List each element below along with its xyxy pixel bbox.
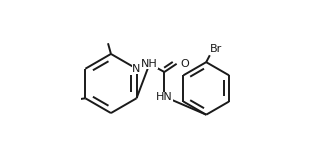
Text: N: N: [132, 64, 141, 74]
Text: Br: Br: [210, 44, 223, 54]
Text: NH: NH: [141, 59, 158, 69]
Text: O: O: [181, 59, 189, 69]
Text: HN: HN: [156, 92, 173, 102]
